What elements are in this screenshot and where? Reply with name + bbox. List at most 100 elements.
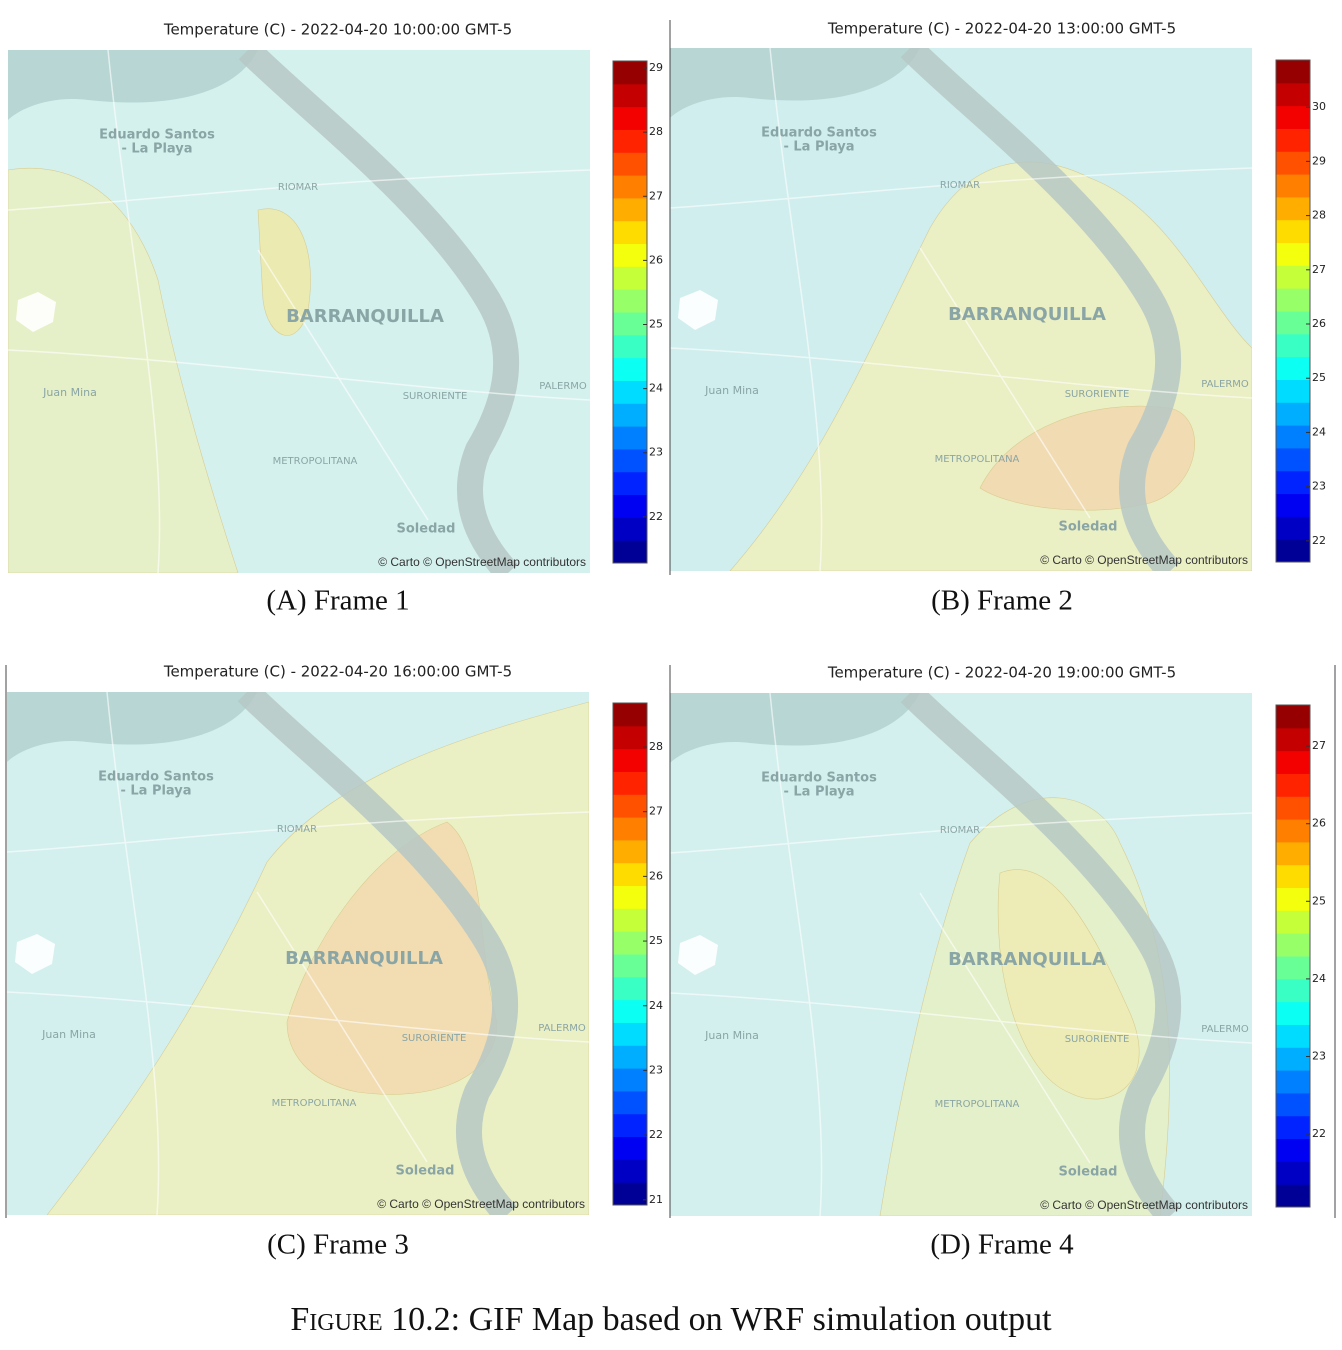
colorbar-tick-label: 25 xyxy=(1312,894,1326,907)
colorbar-band xyxy=(1276,727,1310,752)
colorbar-band xyxy=(613,106,647,130)
map-label: BARRANQUILLA xyxy=(285,948,443,969)
lagoon xyxy=(678,935,718,975)
map-label: Soledad xyxy=(397,522,456,537)
map-label: Eduardo Santos xyxy=(761,126,877,141)
colorbar-band xyxy=(1276,196,1310,221)
colorbar-band xyxy=(613,289,647,313)
map-label: Juan Mina xyxy=(41,1028,96,1041)
colorbar-frame xyxy=(1275,59,1311,563)
map-label: Soledad xyxy=(1059,520,1118,535)
colorbar-band xyxy=(1276,773,1310,797)
map-layers: Eduardo Santos- La Playa RIOMAR BARRANQUIL… xyxy=(670,48,1252,571)
colorbar-band xyxy=(1276,1115,1310,1140)
map-label: METROPOLITANA xyxy=(935,454,1020,465)
map-label: BARRANQUILLA xyxy=(286,306,444,327)
road xyxy=(7,692,589,1215)
subcaption: (D) Frame 4 xyxy=(930,1229,1074,1261)
lagoon xyxy=(15,934,55,974)
colorbar-band xyxy=(1276,887,1310,911)
colorbar-band xyxy=(613,426,647,450)
road xyxy=(670,48,1252,571)
colorbar-tick-label: 26 xyxy=(649,253,663,266)
colorbar-band xyxy=(1276,151,1310,175)
colorbar-band xyxy=(1276,60,1310,84)
colorbar-band xyxy=(1276,978,1310,1003)
map-label: BARRANQUILLA xyxy=(948,304,1106,325)
panel-title: Temperature (C) - 2022-04-20 10:00:00 GM… xyxy=(163,21,512,39)
colorbar-band xyxy=(1276,864,1310,889)
colorbar-tick-label: 22 xyxy=(649,1128,663,1141)
sea xyxy=(8,50,258,120)
colorbar-band xyxy=(1276,1092,1310,1117)
colorbar-band xyxy=(613,1022,647,1046)
colorbar-band xyxy=(613,703,647,727)
map-label: RIOMAR xyxy=(278,182,318,193)
colorbar-band xyxy=(1276,333,1310,358)
colorbar-tick-label: 28 xyxy=(1312,209,1326,222)
colorbar-band xyxy=(1276,425,1310,449)
subcaption: (A) Frame 1 xyxy=(266,585,409,617)
colorbar-band xyxy=(613,403,647,427)
map: Eduardo Santos- La Playa RIOMAR BARRANQUIL… xyxy=(8,50,590,573)
subcaption: (B) Frame 2 xyxy=(931,585,1073,617)
colorbar-tick-label: 23 xyxy=(649,1063,663,1076)
subcaption: (C) Frame 3 xyxy=(267,1229,409,1261)
colorbar-band xyxy=(1276,219,1310,244)
colorbar-band xyxy=(1276,1047,1310,1071)
map-label: Eduardo Santos xyxy=(98,770,214,785)
colorbar-band xyxy=(1276,242,1310,266)
map-label: RIOMAR xyxy=(277,824,317,835)
map-label: METROPOLITANA xyxy=(935,1099,1020,1110)
colorbar-band xyxy=(613,794,647,818)
map-label: BARRANQUILLA xyxy=(948,949,1106,970)
colorbar-band xyxy=(613,1136,647,1160)
temperature-contour xyxy=(8,167,239,573)
colorbar-frame xyxy=(1275,704,1311,1208)
colorbar-band xyxy=(1276,819,1310,843)
colorbar-tick-label: 24 xyxy=(1312,972,1326,985)
colorbar-band xyxy=(1276,493,1310,517)
panel-title: Temperature (C) - 2022-04-20 13:00:00 GM… xyxy=(827,20,1176,38)
map-label: Soledad xyxy=(396,1164,455,1179)
road xyxy=(670,693,1252,1216)
colorbar-tick-label: 28 xyxy=(649,740,663,753)
colorbar-tick-label: 24 xyxy=(649,382,663,395)
colorbar-band xyxy=(613,839,647,864)
colorbar-tick-label: 26 xyxy=(649,869,663,882)
colorbar-band xyxy=(613,380,647,404)
colorbar-tick-label: 27 xyxy=(1312,263,1326,276)
colorbar-band xyxy=(613,494,647,518)
colorbar-band xyxy=(613,540,647,564)
colorbar-tick-label: 22 xyxy=(649,510,663,523)
colorbar-band xyxy=(1276,379,1310,403)
colorbar-band xyxy=(613,357,647,381)
colorbar-band xyxy=(1276,1024,1310,1048)
map-label: METROPOLITANA xyxy=(273,456,358,467)
colorbar-band xyxy=(1276,1161,1310,1185)
colorbar-band xyxy=(613,748,647,772)
colorbar-band xyxy=(613,1182,647,1206)
colorbar-band xyxy=(613,1045,647,1069)
map-label: METROPOLITANA xyxy=(272,1098,357,1109)
lagoon xyxy=(678,290,718,330)
colorbar-tick-label: 22 xyxy=(1312,1127,1326,1140)
colorbar-band xyxy=(1276,447,1310,472)
colorbar-band xyxy=(613,1159,647,1183)
panel-title: Temperature (C) - 2022-04-20 16:00:00 GM… xyxy=(163,663,512,681)
colorbar-band xyxy=(613,1113,647,1138)
map-label: SURORIENTE xyxy=(402,1033,467,1044)
river xyxy=(900,48,1182,571)
map-attribution: © Carto © OpenStreetMap contributors xyxy=(377,1197,585,1211)
colorbar-tick-label: 25 xyxy=(1312,371,1326,384)
colorbar-band xyxy=(613,61,647,85)
panel-title: Temperature (C) - 2022-04-20 19:00:00 GM… xyxy=(827,664,1176,682)
map-attribution: © Carto © OpenStreetMap contributors xyxy=(378,555,586,569)
colorbar-band xyxy=(613,83,647,108)
colorbar-band xyxy=(613,862,647,887)
colorbar-tick-label: 23 xyxy=(1312,480,1326,493)
temperature-contour xyxy=(257,208,311,336)
colorbar-band xyxy=(613,334,647,359)
colorbar-band xyxy=(613,175,647,199)
